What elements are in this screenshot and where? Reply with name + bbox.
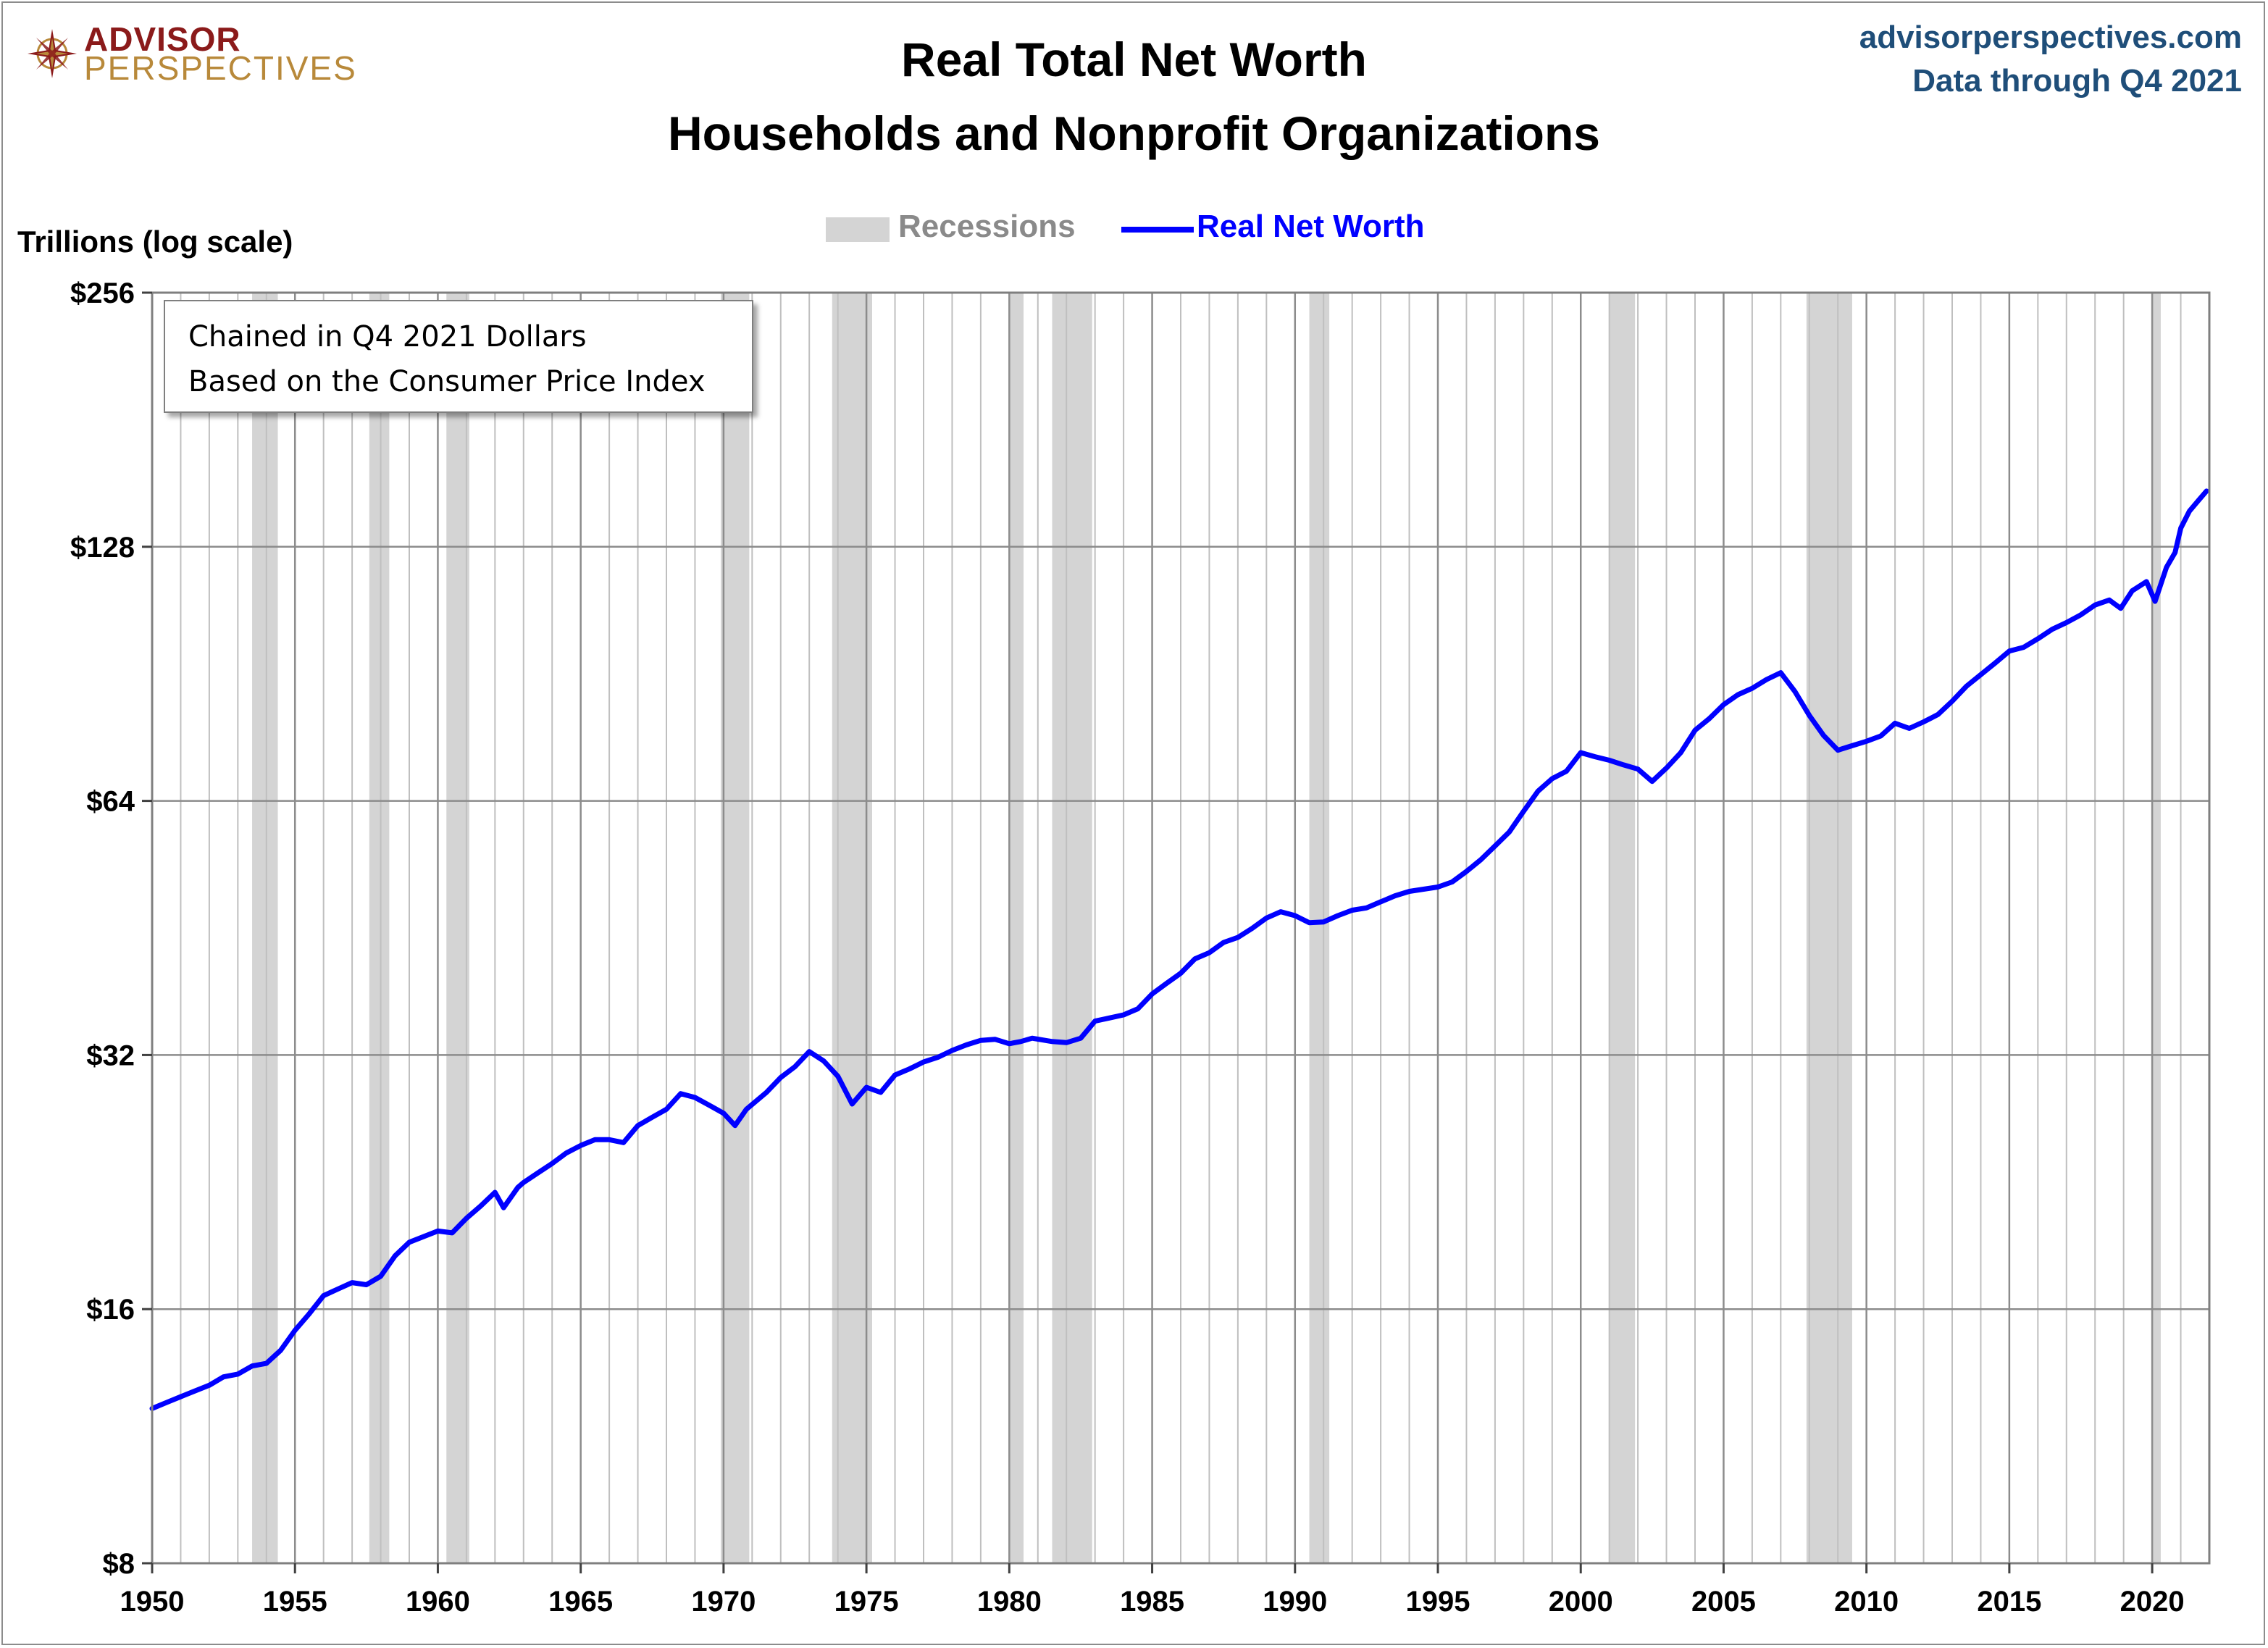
logo-text-perspectives: PERSPECTIVES (84, 49, 357, 87)
y-tick-label: $8 (103, 1548, 135, 1580)
x-tick-label: 1965 (548, 1586, 613, 1618)
y-tick-label: $128 (70, 532, 135, 564)
y-tick-label: $32 (86, 1040, 135, 1071)
data-through-label: Data through Q4 2021 (1912, 63, 2242, 99)
tick-labels: 1950 1955 1960 1965 1970 1975 1980 1985 1990 1995… (70, 277, 2185, 1618)
recession-band (1052, 293, 1092, 1563)
chart-subtitle: Households and Nonprofit Organizations (668, 106, 1600, 160)
recession-band (446, 293, 469, 1563)
recession-band (1009, 293, 1024, 1563)
x-tick-label: 1990 (1263, 1586, 1327, 1618)
x-tick-label: 1955 (263, 1586, 327, 1618)
recession-band (720, 293, 750, 1563)
logo-text-advisor: ADVISOR (84, 20, 241, 58)
recession-band (369, 293, 390, 1563)
plot-area-border (151, 291, 2211, 1565)
x-tick-label: 2005 (1691, 1586, 1756, 1618)
source-site: advisorperspectives.com (1859, 20, 2242, 55)
x-tick-label: 2020 (2120, 1586, 2185, 1618)
annotation-line-2: Based on the Consumer Price Index (188, 365, 706, 398)
recession-band (1609, 293, 1636, 1563)
y-tick-label: $256 (70, 277, 135, 309)
annotation-box: Chained in Q4 2021 Dollars Based on the … (164, 300, 753, 413)
recession-band (832, 293, 872, 1563)
x-tick-label: 1960 (406, 1586, 470, 1618)
x-tick-label: 2000 (1549, 1586, 1613, 1618)
x-tick-label: 1970 (691, 1586, 756, 1618)
recession-band (2152, 293, 2161, 1563)
chart-title: Real Total Net Worth (901, 33, 1367, 86)
advisor-perspectives-logo: ADVISOR PERSPECTIVES (26, 20, 356, 87)
grid-lines (152, 291, 2209, 1565)
compass-icon (28, 29, 77, 78)
x-tick-label: 1995 (1406, 1586, 1470, 1618)
series-lines (149, 488, 2209, 1411)
y-tick-label: $16 (86, 1294, 135, 1326)
source-block: advisorperspectives.com Data through Q4 … (1859, 16, 2242, 103)
annotation-line-1: Chained in Q4 2021 Dollars (188, 320, 587, 354)
y-axis-label: Trillions (log scale) (17, 225, 293, 259)
x-tick-label: 1980 (977, 1586, 1042, 1618)
x-tick-label: 1985 (1120, 1586, 1184, 1618)
series-line-real-net-worth (149, 488, 2209, 1411)
legend-recessions-label: Recessions (898, 209, 1076, 244)
x-tick-label: 2015 (1977, 1586, 2041, 1618)
recession-band (1806, 293, 1852, 1563)
legend-recession-swatch (826, 217, 890, 242)
x-tick-label: 1975 (834, 1586, 899, 1618)
recession-bands (252, 293, 2161, 1563)
recession-band (1309, 293, 1330, 1563)
x-tick-label: 2010 (1834, 1586, 1899, 1618)
axes (142, 291, 2211, 1573)
x-tick-label: 1950 (120, 1586, 185, 1618)
recession-band (252, 293, 278, 1563)
legend-net-worth-label: Real Net Worth (1197, 209, 1425, 244)
legend-line-swatch (1121, 227, 1194, 233)
y-tick-label: $64 (86, 786, 135, 818)
